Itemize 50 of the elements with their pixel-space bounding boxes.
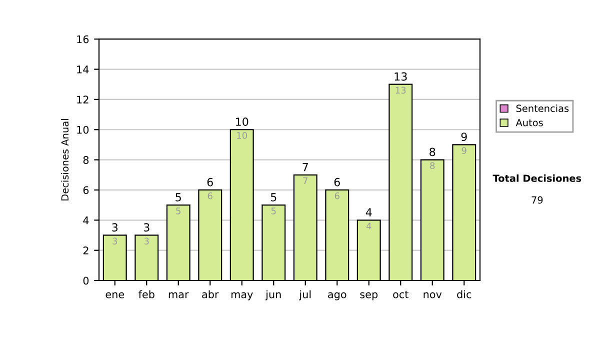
total-label: 8 bbox=[430, 148, 436, 156]
x-tick-label: abr bbox=[202, 290, 219, 298]
x-tick-label: feb bbox=[138, 290, 154, 298]
y-tick-label: 16 bbox=[77, 35, 89, 44]
total-label: 5 bbox=[270, 193, 276, 202]
y-tick-label: 2 bbox=[83, 246, 88, 254]
x-tick-label: mar bbox=[168, 292, 189, 298]
data-label: 4 bbox=[366, 222, 372, 230]
text: 79 bbox=[532, 196, 543, 204]
total-label: 5 bbox=[176, 193, 181, 202]
x-tick-label: oct bbox=[393, 290, 408, 298]
total-label: 3 bbox=[144, 223, 150, 232]
total-label: 6 bbox=[207, 178, 213, 186]
x-tick-label: nov bbox=[424, 292, 442, 298]
y-tick-label: 6 bbox=[83, 186, 89, 194]
total-label: 4 bbox=[366, 208, 372, 216]
total-label: 7 bbox=[302, 162, 308, 172]
data-label: 9 bbox=[462, 147, 466, 154]
total-label: 9 bbox=[461, 132, 467, 142]
y-tick-label: 14 bbox=[77, 66, 89, 74]
data-label: 3 bbox=[112, 238, 118, 244]
y-tick-label: 0 bbox=[83, 276, 89, 285]
data-label: 5 bbox=[176, 208, 180, 214]
data-label: 13 bbox=[396, 86, 406, 94]
y-tick-label: 10 bbox=[77, 126, 89, 134]
data-label: 3 bbox=[144, 238, 149, 244]
legend-label: Autos bbox=[516, 119, 543, 126]
legend-label: Sentencias bbox=[516, 104, 569, 112]
total-label: 6 bbox=[334, 178, 340, 186]
total-label: 3 bbox=[112, 223, 118, 232]
x-tick-label: dic bbox=[457, 290, 472, 298]
data-label: 8 bbox=[430, 162, 435, 170]
x-tick-label: jul bbox=[298, 290, 311, 300]
total-label: 13 bbox=[394, 72, 407, 81]
x-tick-label: may bbox=[231, 292, 253, 300]
text: Total Decisiones bbox=[492, 174, 582, 182]
data-label: 7 bbox=[303, 177, 308, 184]
data-label: 6 bbox=[334, 192, 340, 200]
data-label: 10 bbox=[237, 132, 248, 139]
x-tick-label: sep bbox=[360, 292, 378, 300]
y-tick-label: 4 bbox=[83, 216, 89, 224]
x-tick-label: ago bbox=[328, 292, 346, 300]
y-axis-title: Decisiones Anual bbox=[61, 119, 69, 200]
data-label: 6 bbox=[208, 192, 212, 200]
y-tick-label: 12 bbox=[77, 96, 88, 104]
x-tick-label: jun bbox=[265, 290, 281, 300]
x-tick-label: ene bbox=[106, 292, 124, 298]
y-tick-label: 8 bbox=[83, 156, 89, 164]
data-label: 5 bbox=[271, 208, 276, 214]
total-label: 10 bbox=[236, 118, 248, 126]
